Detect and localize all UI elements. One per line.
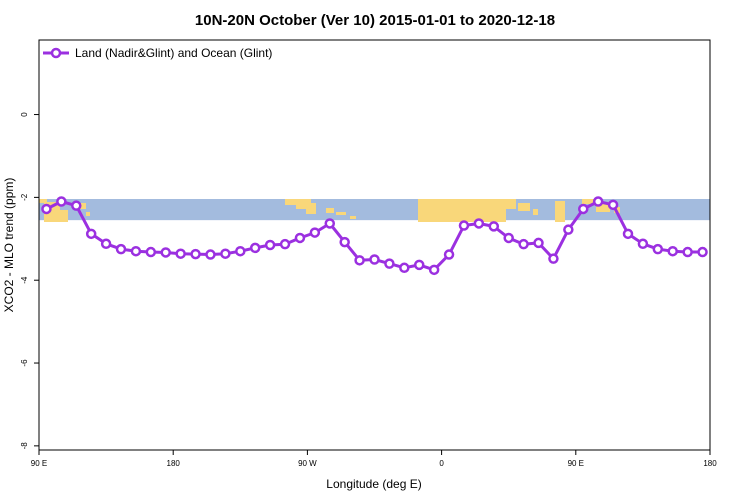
data-point-0-16 bbox=[279, 238, 291, 250]
chart-title: 10N-20N October (Ver 10) 2015-01-01 to 2… bbox=[195, 12, 555, 29]
data-series bbox=[41, 196, 708, 276]
x-axis: 90 E 180 90 W 0 90 E 180 bbox=[31, 450, 717, 468]
data-point-0-24 bbox=[399, 262, 410, 274]
data-point-0-5 bbox=[115, 243, 127, 255]
land-patches bbox=[39, 199, 620, 222]
data-point-0-36 bbox=[578, 203, 589, 215]
data-point-0-15 bbox=[264, 239, 276, 251]
data-point-0-12 bbox=[220, 248, 231, 259]
plot-area-frame bbox=[38, 39, 711, 451]
data-point-0-11 bbox=[205, 249, 216, 260]
data-point-0-23 bbox=[384, 258, 395, 269]
data-point-0-42 bbox=[667, 245, 678, 257]
data-point-0-22 bbox=[369, 254, 380, 265]
data-point-0-0 bbox=[41, 203, 52, 215]
data-point-0-14 bbox=[249, 242, 261, 254]
data-point-0-9 bbox=[175, 248, 186, 259]
x-tick-label-3: 0 bbox=[439, 459, 444, 468]
legend-marker bbox=[50, 47, 62, 59]
y-tick-label-3: -6 bbox=[20, 359, 29, 367]
world-map-band bbox=[39, 199, 710, 222]
legend: Land (Nadir&Glint) and Ocean (Glint) bbox=[43, 46, 272, 60]
data-point-0-30 bbox=[488, 221, 500, 232]
data-point-0-39 bbox=[622, 228, 634, 240]
data-point-0-2 bbox=[71, 200, 82, 211]
data-point-0-28 bbox=[458, 220, 470, 231]
data-point-0-7 bbox=[145, 246, 157, 258]
y-tick-label-4: -8 bbox=[20, 442, 29, 450]
data-point-0-44 bbox=[697, 246, 708, 258]
data-point-0-19 bbox=[324, 218, 336, 229]
x-tick-label-5: 180 bbox=[703, 459, 717, 468]
data-point-0-32 bbox=[518, 238, 529, 250]
y-tick-label-1: -2 bbox=[20, 193, 29, 201]
y-tick-label-0: 0 bbox=[20, 112, 29, 117]
y-axis: 0 -2 -4 -6 -8 bbox=[20, 112, 39, 450]
data-point-0-27 bbox=[443, 249, 455, 260]
data-point-0-31 bbox=[503, 232, 514, 244]
y-tick-label-2: -4 bbox=[20, 276, 29, 284]
data-point-0-37 bbox=[592, 196, 604, 207]
data-point-0-21 bbox=[354, 255, 365, 266]
data-point-0-40 bbox=[637, 238, 649, 250]
data-point-0-17 bbox=[294, 232, 306, 244]
x-axis-label: Longitude (deg E) bbox=[326, 477, 421, 491]
data-point-0-1 bbox=[56, 196, 67, 207]
data-point-0-13 bbox=[235, 245, 246, 257]
x-tick-label-4: 90 E bbox=[568, 459, 584, 468]
data-point-0-4 bbox=[100, 238, 112, 250]
x-tick-label-1: 180 bbox=[167, 459, 181, 468]
data-point-0-38 bbox=[607, 199, 619, 211]
data-point-0-35 bbox=[563, 224, 574, 235]
data-point-0-26 bbox=[428, 264, 440, 276]
legend-label: Land (Nadir&Glint) and Ocean (Glint) bbox=[75, 46, 272, 60]
data-point-0-18 bbox=[309, 227, 321, 238]
data-point-0-3 bbox=[85, 228, 97, 240]
data-point-0-10 bbox=[190, 248, 201, 260]
data-point-0-41 bbox=[652, 243, 664, 255]
data-point-0-20 bbox=[339, 236, 350, 248]
data-point-0-8 bbox=[160, 247, 171, 258]
ocean-band bbox=[39, 199, 710, 221]
x-tick-label-2: 90 W bbox=[298, 459, 317, 468]
data-point-0-29 bbox=[473, 218, 485, 229]
data-point-0-34 bbox=[548, 253, 559, 264]
data-point-0-43 bbox=[682, 246, 693, 258]
y-axis-label: XCO2 - MLO trend (ppm) bbox=[2, 178, 16, 313]
data-point-0-33 bbox=[533, 237, 544, 249]
data-point-0-25 bbox=[413, 259, 425, 271]
x-tick-label-0: 90 E bbox=[31, 459, 47, 468]
data-point-0-6 bbox=[130, 245, 142, 257]
